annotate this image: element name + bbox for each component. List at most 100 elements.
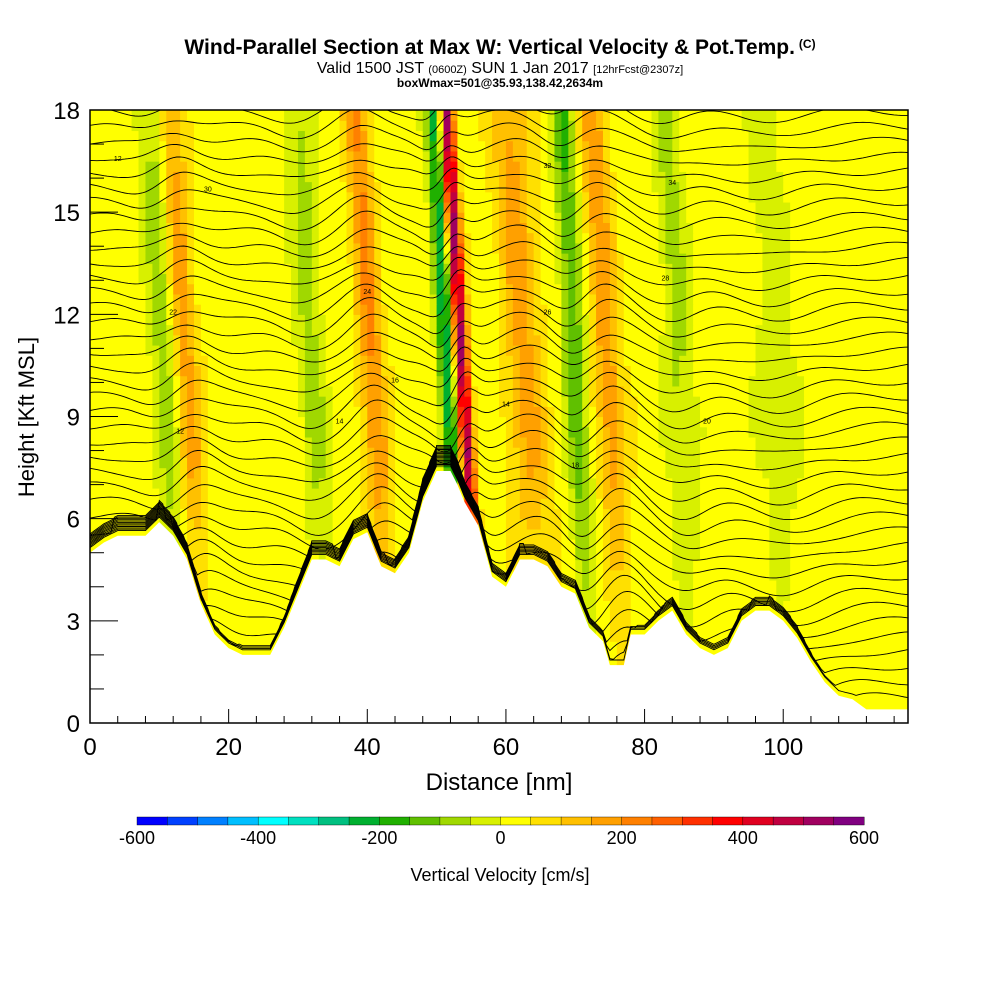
field-cell bbox=[152, 385, 160, 397]
field-cell bbox=[353, 242, 361, 254]
contour-label: 34 bbox=[668, 180, 676, 187]
field-cell bbox=[180, 222, 188, 234]
field-cell bbox=[519, 375, 535, 387]
field-cell bbox=[602, 528, 611, 540]
field-cell bbox=[533, 273, 542, 285]
field-cell bbox=[388, 344, 438, 356]
field-cell bbox=[429, 201, 438, 213]
field-cell bbox=[173, 181, 181, 193]
field-cell bbox=[360, 375, 368, 387]
field-cell bbox=[200, 324, 292, 336]
field-cell bbox=[90, 150, 140, 162]
field-cell bbox=[374, 171, 424, 183]
field-cell bbox=[304, 171, 320, 183]
field-cell bbox=[180, 365, 195, 377]
field-cell bbox=[561, 120, 569, 132]
theta-contour bbox=[90, 447, 908, 521]
field-cell bbox=[90, 304, 147, 315]
field-cell bbox=[436, 436, 445, 448]
field-cell bbox=[374, 498, 382, 510]
field-cell bbox=[589, 498, 597, 510]
field-cell bbox=[353, 396, 361, 407]
field-cell bbox=[582, 120, 597, 132]
field-cell bbox=[304, 150, 320, 162]
field-cell bbox=[582, 426, 590, 438]
field-cell bbox=[693, 344, 757, 356]
field-cell bbox=[152, 355, 160, 367]
field-cell bbox=[554, 201, 562, 213]
field-cell bbox=[381, 293, 431, 305]
field-cell bbox=[187, 436, 202, 448]
field-cell bbox=[207, 375, 299, 387]
contour-label: 28 bbox=[661, 275, 669, 282]
theta-contour bbox=[90, 210, 908, 246]
field-cell bbox=[318, 201, 348, 213]
field-cell bbox=[616, 436, 625, 448]
field-cell bbox=[554, 436, 562, 448]
field-cell bbox=[804, 426, 908, 438]
field-cell bbox=[436, 304, 445, 315]
field-cell bbox=[485, 518, 507, 530]
field-cell bbox=[589, 242, 597, 254]
field-cell bbox=[561, 140, 569, 152]
field-cell bbox=[297, 375, 306, 387]
field-cell bbox=[762, 304, 791, 315]
field-cell bbox=[381, 355, 389, 367]
field-cell bbox=[388, 436, 396, 448]
field-cell bbox=[547, 477, 556, 489]
field-cell bbox=[353, 201, 361, 213]
field-cell bbox=[492, 201, 500, 213]
field-cell bbox=[353, 130, 361, 142]
field-cell bbox=[367, 171, 375, 183]
field-cell bbox=[187, 232, 195, 244]
field-cell bbox=[533, 304, 549, 315]
field-cell bbox=[623, 559, 632, 571]
field-cell bbox=[457, 191, 465, 203]
field-cell bbox=[374, 477, 389, 489]
field-cell bbox=[395, 477, 445, 489]
field-cell bbox=[90, 385, 153, 397]
field-cell bbox=[388, 396, 396, 407]
field-cell bbox=[207, 426, 306, 438]
field-cell bbox=[360, 263, 368, 275]
field-cell bbox=[152, 334, 167, 346]
field-cell bbox=[630, 365, 660, 377]
field-cell bbox=[568, 181, 576, 193]
field-cell bbox=[748, 171, 784, 183]
field-cell bbox=[471, 314, 500, 326]
field-cell bbox=[575, 539, 590, 550]
field-cell bbox=[582, 140, 590, 152]
x-tick-label: 100 bbox=[763, 734, 803, 761]
contour-label: 14 bbox=[502, 401, 510, 408]
field-cell bbox=[554, 191, 562, 203]
field-cell bbox=[187, 447, 202, 458]
field-cell bbox=[658, 110, 673, 121]
field-cell bbox=[672, 508, 701, 520]
field-cell bbox=[464, 273, 472, 285]
field-cell bbox=[332, 477, 361, 489]
field-cell bbox=[499, 406, 514, 418]
field-cell bbox=[436, 426, 445, 438]
field-cell bbox=[575, 610, 597, 622]
field-cell bbox=[540, 232, 556, 244]
field-cell bbox=[367, 110, 375, 121]
field-cell bbox=[478, 467, 507, 479]
field-cell bbox=[561, 130, 569, 142]
field-cell bbox=[623, 498, 632, 510]
field-cell bbox=[748, 375, 805, 387]
field-cell bbox=[311, 293, 320, 305]
field-cell bbox=[166, 293, 174, 305]
colorbar-swatch bbox=[439, 816, 471, 826]
field-cell bbox=[415, 110, 424, 121]
field-cell bbox=[658, 232, 666, 244]
field-cell bbox=[623, 508, 632, 520]
field-cell bbox=[492, 191, 500, 203]
field-cell bbox=[499, 324, 507, 336]
field-cell bbox=[602, 161, 611, 172]
field-cell bbox=[173, 334, 181, 346]
field-cell bbox=[568, 528, 576, 540]
field-cell bbox=[207, 355, 299, 367]
field-cell bbox=[609, 539, 625, 550]
field-cell bbox=[665, 304, 673, 315]
field-cell bbox=[152, 457, 160, 469]
